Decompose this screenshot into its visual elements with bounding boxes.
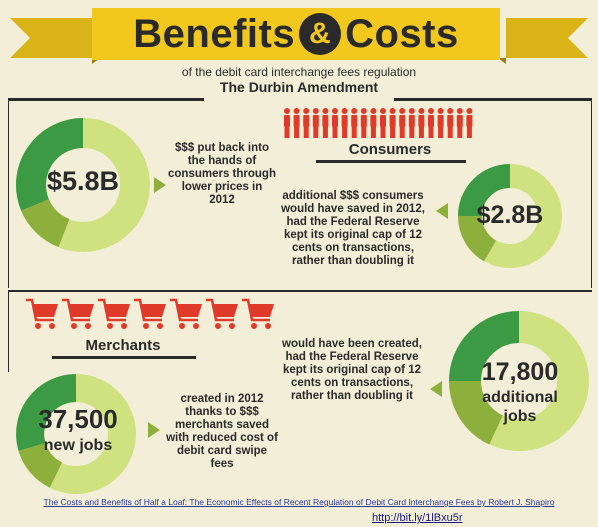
arrow-right-icon — [154, 177, 166, 193]
merchants-line — [8, 292, 9, 372]
person-icon — [437, 108, 444, 138]
divider-middle — [8, 290, 592, 292]
benefit-consumers-text: $$$ put back into the hands of consumers… — [168, 142, 276, 206]
person-icon — [408, 108, 415, 138]
divider-top-edge — [8, 98, 9, 288]
person-icon — [447, 108, 454, 138]
person-icon — [293, 108, 300, 138]
cost-merchants-unit: additional jobs — [482, 389, 558, 425]
person-icon — [466, 108, 473, 138]
consumers-label: Consumers — [348, 141, 432, 158]
cost-consumers-text: additional $$$ consumers would have save… — [281, 190, 425, 267]
person-icon — [456, 108, 463, 138]
divider-top-edge-right — [591, 98, 592, 288]
donut-17800 — [448, 311, 589, 451]
arrow-left-icon — [436, 203, 448, 219]
person-icon — [428, 108, 434, 138]
shopping-cart-icon — [98, 298, 130, 329]
benefit-consumers-value: $5.8B — [46, 166, 120, 196]
title-banner — [92, 8, 500, 60]
merchants-underline — [52, 356, 196, 359]
divider-top-left — [8, 98, 204, 101]
merchants-label: Merchants — [85, 337, 161, 354]
benefit-merchants-text: created in 2012 thanks to $$$ merchants … — [166, 393, 278, 470]
shopping-cart-icon — [242, 298, 274, 329]
person-icon — [351, 108, 358, 138]
person-icon — [370, 108, 377, 138]
page-title: Benefits & Costs — [92, 8, 500, 60]
person-icon — [284, 108, 290, 138]
cost-merchants-value: 17,800 — [481, 358, 559, 386]
shopping-cart-icon — [206, 298, 238, 329]
person-icon — [332, 108, 338, 138]
shopping-cart-icon — [26, 298, 58, 329]
consumer-icons — [284, 108, 473, 138]
cost-merchants-text: would have been created, had the Federal… — [282, 338, 422, 402]
divider-top-right — [394, 98, 592, 101]
person-icon — [341, 108, 348, 138]
person-icon — [312, 108, 319, 138]
subtitle-durbin: The Durbin Amendment — [219, 79, 379, 95]
donut-2-8b — [458, 164, 562, 268]
arrow-left-icon — [430, 381, 442, 397]
benefit-merchants-unit: new jobs — [43, 437, 113, 454]
merchant-cart-icons — [26, 298, 274, 329]
source-citation[interactable]: The Costs and Benefits of Half a Loaf: T… — [43, 497, 555, 507]
banner-ribbon — [10, 18, 588, 64]
donut-37500 — [16, 374, 136, 494]
donut-5-8b — [16, 118, 150, 252]
person-icon — [418, 108, 425, 138]
person-icon — [399, 108, 406, 138]
cost-consumers-value: $2.8B — [476, 201, 544, 229]
benefit-merchants-value: 37,500 — [38, 404, 118, 434]
shopping-cart-icon — [62, 298, 94, 329]
subtitle: of the debit card interchange fees regul… — [181, 65, 417, 79]
person-icon — [303, 108, 310, 138]
title-ampersand: & — [299, 13, 342, 55]
source-link[interactable]: http://bit.ly/1lBxu5r — [372, 512, 463, 524]
person-icon — [360, 108, 367, 138]
shopping-cart-icon — [134, 298, 166, 329]
person-icon — [380, 108, 386, 138]
person-icon — [389, 108, 396, 138]
shopping-cart-icon — [170, 298, 202, 329]
arrow-right-icon — [148, 422, 160, 438]
consumers-underline — [316, 160, 466, 163]
title-costs: Costs — [345, 11, 459, 56]
person-icon — [322, 108, 329, 138]
title-benefits: Benefits — [133, 11, 296, 56]
